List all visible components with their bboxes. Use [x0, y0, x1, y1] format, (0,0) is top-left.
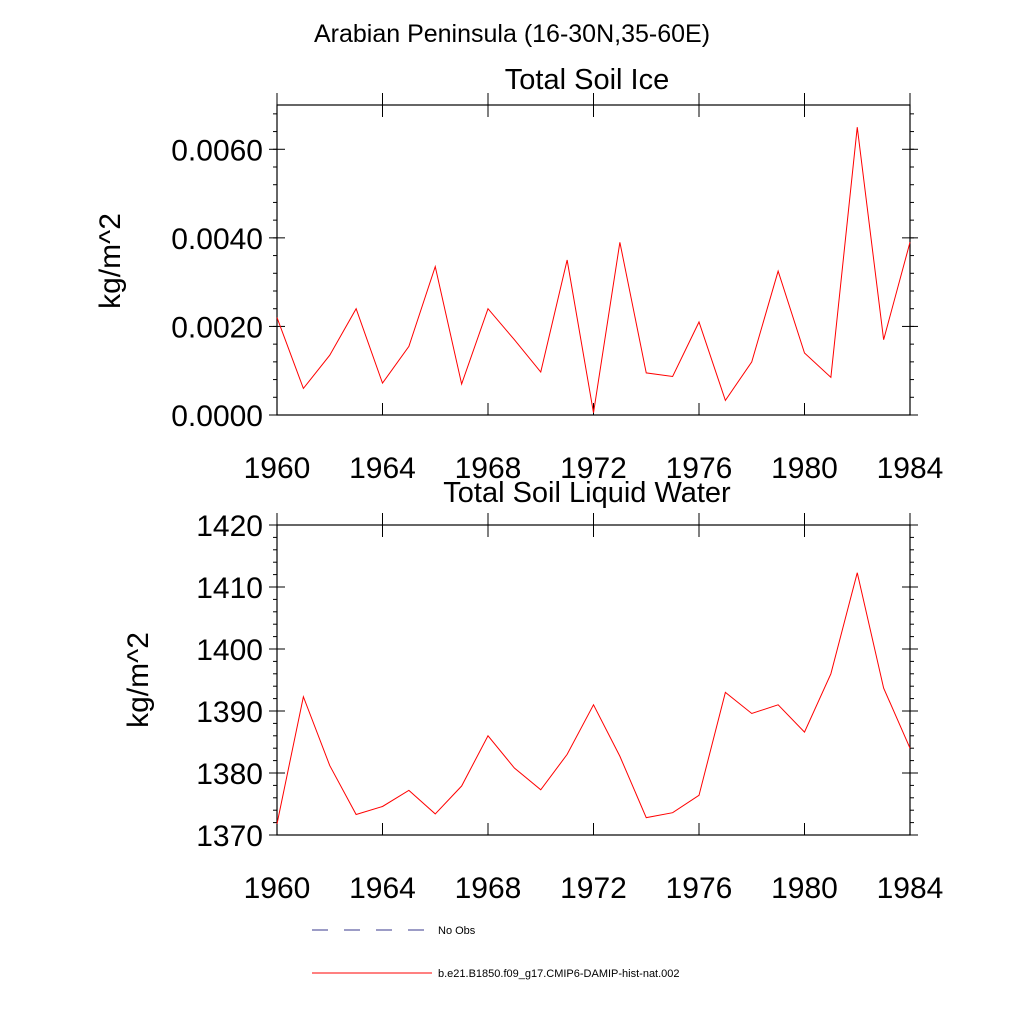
series-line — [276, 127, 911, 413]
y-tick-labels: 0.0000 0.0020 0.0040 0.0060 — [171, 134, 263, 433]
x-tick-label: 1964 — [349, 872, 416, 905]
panel-title: Total Soil Liquid Water — [443, 477, 731, 509]
series-lines — [276, 127, 911, 413]
x-tick-label: 1960 — [244, 452, 311, 485]
figure-title: Arabian Peninsula (16-30N,35-60E) — [314, 20, 710, 48]
y-tick-marks — [269, 524, 918, 836]
legend-label-no-obs: No Obs — [438, 925, 476, 937]
y-tick-label: 0.0040 — [171, 223, 263, 256]
y-axis-label: kg/m^2 — [94, 213, 127, 309]
x-tick-marks — [276, 93, 911, 415]
y-tick-label: 1380 — [196, 758, 263, 791]
x-tick-label: 1976 — [666, 872, 733, 905]
y-tick-label: 1370 — [196, 820, 263, 853]
x-tick-label: 1984 — [877, 872, 944, 905]
legend: No Obs b.e21.B1850.f09_g17.CMIP6-DAMIP-h… — [312, 925, 680, 980]
series-lines — [276, 572, 911, 824]
x-tick-label: 1972 — [560, 452, 627, 485]
y-tick-label: 0.0020 — [171, 311, 263, 344]
y-tick-label: 1410 — [196, 572, 263, 605]
y-tick-labels: 1370 1380 1390 1400 1410 1420 — [196, 510, 263, 853]
plot-frame — [276, 524, 911, 836]
y-tick-label: 1390 — [196, 696, 263, 729]
x-tick-label: 1976 — [666, 452, 733, 485]
x-tick-label: 1968 — [455, 452, 522, 485]
x-tick-label: 1968 — [455, 872, 522, 905]
series-line — [276, 572, 911, 824]
y-tick-label: 0.0060 — [171, 134, 263, 167]
x-tick-labels: 1960 1964 1968 1972 1976 1980 1984 — [244, 452, 944, 485]
x-tick-label: 1980 — [771, 872, 838, 905]
y-axis-label: kg/m^2 — [122, 632, 155, 728]
x-tick-labels: 1960 1964 1968 1972 1976 1980 1984 — [244, 872, 944, 905]
x-tick-label: 1964 — [349, 452, 416, 485]
legend-label-model: b.e21.B1850.f09_g17.CMIP6-DAMIP-hist-nat… — [438, 968, 680, 980]
y-tick-label: 1420 — [196, 510, 263, 543]
x-tick-label: 1972 — [560, 872, 627, 905]
panel-title: Total Soil Ice — [505, 64, 669, 96]
x-tick-label: 1960 — [244, 872, 311, 905]
plot-frame — [276, 104, 911, 416]
x-tick-label: 1984 — [877, 452, 944, 485]
panel-total-soil-liquid-water: Total Soil Liquid Water kg/m^2 137013801… — [122, 477, 943, 905]
x-tick-marks — [276, 513, 911, 835]
y-tick-label: 1400 — [196, 634, 263, 667]
y-tick-marks — [269, 113, 918, 416]
panel-total-soil-ice: Total Soil Ice kg/m^2 0.0000 0.0020 0.0040… — [94, 64, 943, 485]
y-tick-label: 0.0000 — [171, 400, 263, 433]
x-tick-label: 1980 — [771, 452, 838, 485]
